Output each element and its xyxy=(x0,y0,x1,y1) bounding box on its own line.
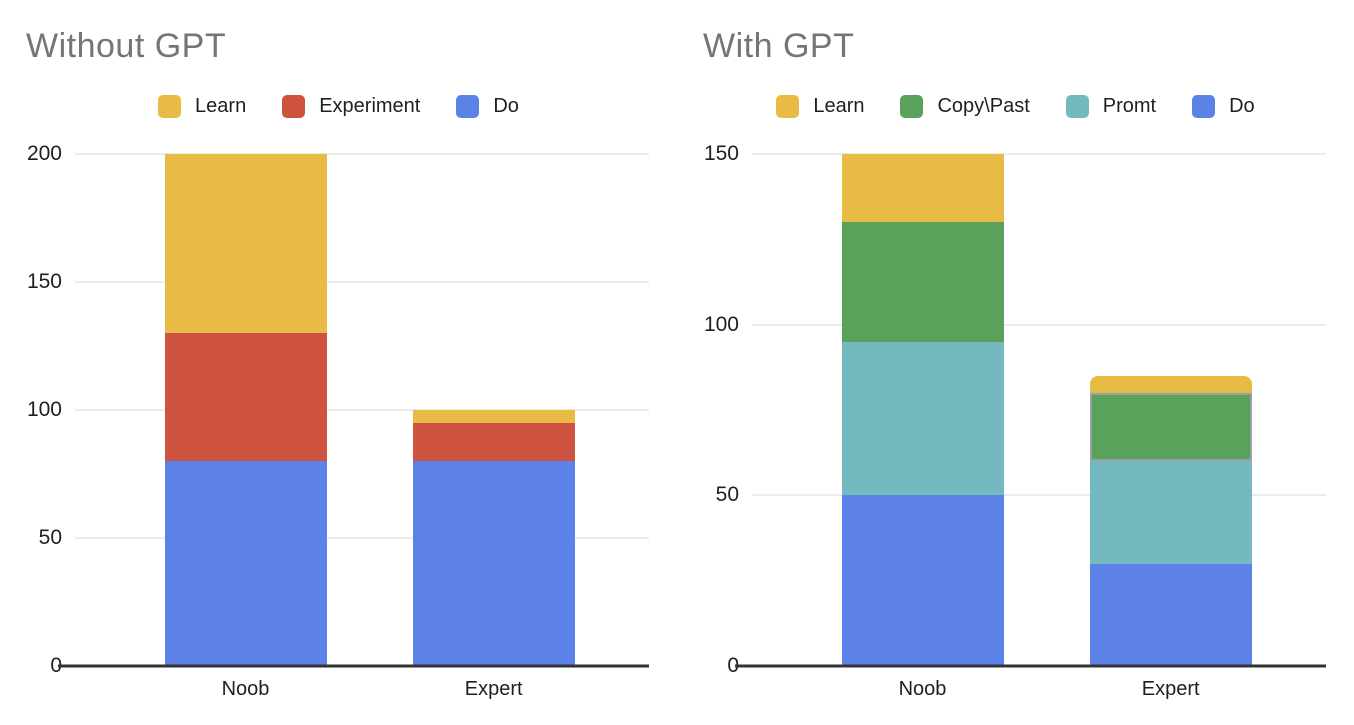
y-tick-label-50: 50 xyxy=(715,483,739,507)
legend-item-do[interactable]: Do xyxy=(1192,94,1255,118)
x-axis-label-expert: Expert xyxy=(1141,678,1200,700)
plot-area: 0 50 100 150 200 Noob Expert xyxy=(27,142,663,700)
legend-label: Do xyxy=(1229,94,1255,117)
x-axis-label-expert: Expert xyxy=(464,678,523,700)
legend-item-experiment[interactable]: Experiment xyxy=(282,94,421,118)
legend-color-swatch-icon xyxy=(1065,94,1089,118)
gridline-y-150 xyxy=(75,281,649,283)
legend-item-learn[interactable]: Learn xyxy=(776,94,865,118)
y-tick-label-50: 50 xyxy=(38,526,62,549)
chart-panel-without-gpt: Without GPT Learn Experiment Do 0 50 100 150 200… xyxy=(0,27,677,700)
gridline-y-100 xyxy=(75,409,649,411)
legend-label: Learn xyxy=(813,94,865,117)
x-axis-line xyxy=(735,664,1326,668)
legend-color-swatch-icon xyxy=(1192,94,1216,118)
gridline-y-50 xyxy=(752,494,1326,496)
gridline-y-100 xyxy=(752,324,1326,326)
legend-label: Copy\Past xyxy=(937,94,1030,117)
bar-segment-copy-past-noob[interactable] xyxy=(841,222,1004,342)
bar-segment-promt-expert[interactable] xyxy=(1089,461,1252,564)
legend: Learn Copy\Past Promt Do xyxy=(677,92,1354,120)
bar-expert xyxy=(412,154,575,666)
bar-noob xyxy=(164,154,327,666)
bar-segment-learn-noob[interactable] xyxy=(841,154,1004,223)
bar-segment-do-noob[interactable] xyxy=(164,461,327,666)
y-tick-label-200: 200 xyxy=(26,142,62,165)
bar-segment-do-noob[interactable] xyxy=(841,495,1004,666)
y-tick-label-0: 0 xyxy=(50,654,62,677)
bar-segment-experiment-noob[interactable] xyxy=(164,333,327,462)
x-axis-label-noob: Noob xyxy=(898,678,947,700)
chart-title: Without GPT xyxy=(26,27,227,65)
legend: Learn Experiment Do xyxy=(0,92,677,120)
y-tick-label-150: 150 xyxy=(26,270,62,293)
x-axis-label-noob: Noob xyxy=(221,678,270,700)
bar-noob xyxy=(841,154,1004,666)
bar-segment-do-expert[interactable] xyxy=(1089,563,1252,666)
legend-color-swatch-icon xyxy=(776,94,800,118)
bar-segment-promt-noob[interactable] xyxy=(841,341,1004,496)
y-tick-label-150: 150 xyxy=(703,142,739,165)
y-tick-label-100: 100 xyxy=(703,312,739,336)
legend-label: Promt xyxy=(1102,94,1157,117)
legend-label: Do xyxy=(493,94,519,117)
legend-color-swatch-icon xyxy=(282,94,306,118)
legend-item-do[interactable]: Do xyxy=(456,94,519,118)
legend-color-swatch-icon xyxy=(900,94,924,118)
legend-item-learn[interactable]: Learn xyxy=(158,94,247,118)
chart-panel-with-gpt: With GPT Learn Copy\Past Promt Do 0 50 100 150 No… xyxy=(677,0,1354,725)
legend-label: Learn xyxy=(195,94,247,117)
legend-label: Experiment xyxy=(319,94,421,117)
y-tick-label-100: 100 xyxy=(26,398,62,421)
chart-title: With GPT xyxy=(703,27,855,65)
bar-segment-experiment-expert[interactable] xyxy=(412,422,575,462)
bar-segment-learn-expert[interactable] xyxy=(1089,375,1252,393)
bar-segment-copy-past-expert[interactable] xyxy=(1089,392,1252,462)
gridline-y-150 xyxy=(752,153,1326,155)
x-axis-line xyxy=(58,664,649,668)
legend-color-swatch-icon xyxy=(158,94,182,118)
legend-color-swatch-icon xyxy=(456,94,480,118)
gridline-y-50 xyxy=(75,537,649,539)
legend-item-copy-past[interactable]: Copy\Past xyxy=(900,94,1030,118)
gridline-y-200 xyxy=(75,153,649,155)
bar-expert xyxy=(1089,154,1252,666)
plot-area: 0 50 100 150 Noob Expert xyxy=(704,142,1340,700)
bar-segment-do-expert[interactable] xyxy=(412,461,575,666)
bar-segment-learn-noob[interactable] xyxy=(164,154,327,334)
y-tick-label-0: 0 xyxy=(727,654,739,677)
legend-item-promt[interactable]: Promt xyxy=(1065,94,1157,118)
bar-segment-learn-expert[interactable] xyxy=(412,410,575,423)
